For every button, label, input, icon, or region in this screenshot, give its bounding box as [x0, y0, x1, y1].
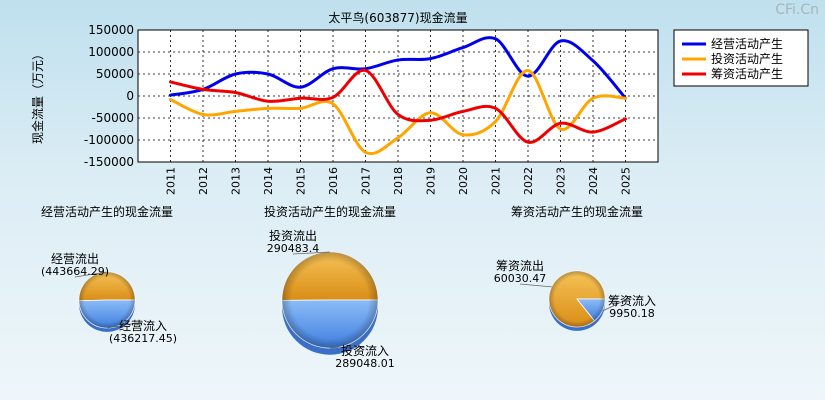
- y-tick-label: 150000: [88, 23, 134, 37]
- pie-shade-2: [282, 252, 378, 348]
- x-tick-label: 2024: [587, 167, 600, 195]
- x-tick-label: 2021: [490, 167, 503, 195]
- pie-value-3-1: 60030.47: [494, 272, 547, 285]
- pie-label-1-1: 经营流出: [51, 252, 99, 266]
- legend-label-1: 经营活动产生: [711, 37, 783, 51]
- pie-leader-2-2: [330, 346, 366, 349]
- x-tick-label: 2011: [165, 167, 178, 195]
- pie-shade-1: [79, 272, 135, 328]
- pie-leader-3-2: [602, 296, 633, 312]
- y-tick-label: 100000: [88, 45, 134, 59]
- x-tick-label: 2017: [360, 167, 373, 195]
- x-tick-label: 2013: [230, 167, 243, 195]
- pie-value-1-1: (443664.29): [41, 265, 109, 278]
- pie-title-1: 经营活动产生的现金流量: [41, 204, 173, 219]
- y-tick-label: 50000: [96, 67, 134, 81]
- x-tick-label: 2019: [425, 167, 438, 195]
- series-line-2: [169, 68, 627, 156]
- pie-label-3-1: 筹资流出: [496, 259, 544, 273]
- x-tick-label: 2025: [620, 167, 633, 195]
- x-tick-label: 2012: [197, 167, 210, 195]
- pie-value-1-2: (436217.45): [109, 332, 177, 345]
- pie-title-3: 筹资活动产生的现金流量: [511, 204, 643, 219]
- x-tick-label: 2020: [457, 167, 470, 195]
- x-tick-label: 2014: [262, 167, 275, 195]
- pie-leader-3-1: [519, 283, 552, 288]
- pie-label-3-2: 筹资流入: [608, 294, 656, 308]
- y-tick-label: 0: [126, 89, 134, 103]
- pie-label-1-2: 经营流入: [119, 319, 167, 333]
- x-tick-label: 2016: [327, 167, 340, 195]
- legend-label-2: 投资活动产生: [711, 51, 783, 66]
- pie-leader-1-1: [74, 271, 107, 278]
- x-tick-label: 2023: [555, 167, 568, 195]
- x-tick-label: 2022: [522, 167, 535, 195]
- chart-title: 太平鸟(603877)现金流量: [328, 10, 467, 25]
- watermark: CFi.Cn: [775, 2, 819, 18]
- pie-leader-2-1: [292, 251, 330, 255]
- pie-value-3-2: 9950.18: [609, 307, 655, 320]
- pie-shade-3: [549, 271, 605, 327]
- x-tick-label: 2018: [392, 167, 405, 195]
- y-tick-label: -50000: [91, 111, 134, 125]
- pie-value-2-1: 290483.4: [267, 242, 320, 255]
- pie-label-2-1: 投资流出: [269, 228, 317, 243]
- x-tick-label: 2015: [295, 167, 308, 195]
- pie-title-2: 投资活动产生的现金流量: [264, 204, 396, 219]
- legend-label-3: 筹资活动产生: [711, 67, 783, 81]
- pie-value-2-2: 289048.01: [335, 357, 395, 370]
- series-line-1: [169, 36, 627, 100]
- y-axis-label: 现金流量（万元）: [30, 48, 45, 144]
- pie-leader-1-2: [107, 321, 144, 329]
- y-tick-label: -100000: [84, 133, 134, 147]
- y-tick-label: -150000: [84, 155, 134, 169]
- pie-label-2-2: 投资流入: [341, 343, 389, 358]
- series-line-3: [169, 68, 627, 144]
